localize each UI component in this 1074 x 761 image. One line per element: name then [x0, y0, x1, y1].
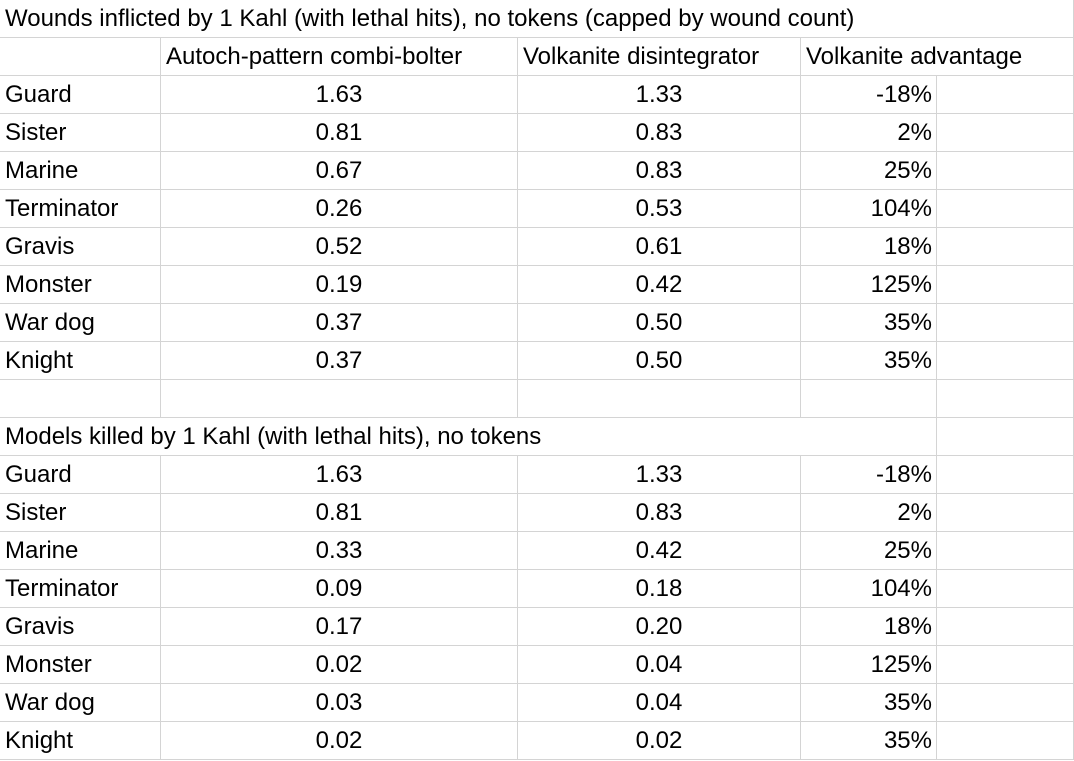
empty-cell[interactable]	[937, 722, 1074, 760]
table2-row-bolter[interactable]: 0.02	[161, 646, 518, 684]
table1-title-cell[interactable]: Wounds inflicted by 1 Kahl (with lethal …	[0, 0, 1074, 38]
empty-cell[interactable]	[937, 228, 1074, 266]
empty-cell[interactable]	[937, 418, 1074, 456]
table2-row-label[interactable]: Sister	[0, 494, 161, 532]
table2-row-advantage[interactable]: 125%	[801, 646, 937, 684]
table1-row-volkanite[interactable]: 1.33	[518, 76, 801, 114]
table2-row-label[interactable]: Monster	[0, 646, 161, 684]
table2-row-bolter[interactable]: 0.03	[161, 684, 518, 722]
table2-row-advantage[interactable]: 104%	[801, 570, 937, 608]
table1-row-volkanite[interactable]: 0.83	[518, 114, 801, 152]
empty-cell[interactable]	[937, 190, 1074, 228]
table2-row-label[interactable]: Knight	[0, 722, 161, 760]
table1-row-advantage[interactable]: 104%	[801, 190, 937, 228]
table2-row-advantage[interactable]: 35%	[801, 684, 937, 722]
empty-cell[interactable]	[937, 684, 1074, 722]
empty-cell[interactable]	[937, 304, 1074, 342]
empty-cell[interactable]	[937, 266, 1074, 304]
table2-row-label[interactable]: Gravis	[0, 608, 161, 646]
table2-row-advantage[interactable]: 2%	[801, 494, 937, 532]
empty-cell[interactable]	[937, 646, 1074, 684]
table1-header-bolter[interactable]: Autoch-pattern combi-bolter	[161, 38, 518, 76]
table2-row-label[interactable]: Guard	[0, 456, 161, 494]
empty-cell[interactable]	[801, 380, 937, 418]
table1-row-volkanite[interactable]: 0.61	[518, 228, 801, 266]
table1-row-label[interactable]: Terminator	[0, 190, 161, 228]
table1-row-label[interactable]: Guard	[0, 76, 161, 114]
table2-row-label[interactable]: Marine	[0, 532, 161, 570]
table2-row-advantage[interactable]: 25%	[801, 532, 937, 570]
table1-row-bolter[interactable]: 0.81	[161, 114, 518, 152]
table2-row-bolter[interactable]: 0.02	[161, 722, 518, 760]
table1-row-bolter[interactable]: 0.37	[161, 304, 518, 342]
table2-row-volkanite[interactable]: 0.42	[518, 532, 801, 570]
table2-row-bolter[interactable]: 0.33	[161, 532, 518, 570]
table1-row-volkanite[interactable]: 0.53	[518, 190, 801, 228]
table1-row-bolter[interactable]: 1.63	[161, 76, 518, 114]
table1-row-advantage[interactable]: 25%	[801, 152, 937, 190]
table1-header-extra[interactable]	[937, 38, 1074, 76]
table1-row-advantage[interactable]: 18%	[801, 228, 937, 266]
table2-row-advantage[interactable]: -18%	[801, 456, 937, 494]
table1-row-bolter[interactable]: 0.37	[161, 342, 518, 380]
table1-row-label[interactable]: Gravis	[0, 228, 161, 266]
table1-row-bolter[interactable]: 0.19	[161, 266, 518, 304]
empty-cell[interactable]	[937, 380, 1074, 418]
table1-row-volkanite[interactable]: 0.83	[518, 152, 801, 190]
table1-header-advantage[interactable]: Volkanite advantage	[801, 38, 1022, 76]
table2-row-volkanite[interactable]: 0.04	[518, 684, 801, 722]
empty-cell[interactable]	[937, 114, 1074, 152]
empty-cell[interactable]	[0, 380, 161, 418]
empty-cell[interactable]	[937, 570, 1074, 608]
table1-row-bolter[interactable]: 0.67	[161, 152, 518, 190]
table1-row-advantage[interactable]: 125%	[801, 266, 937, 304]
table1-row-label[interactable]: Marine	[0, 152, 161, 190]
empty-cell[interactable]	[937, 342, 1074, 380]
table1-header-blank[interactable]	[0, 38, 161, 76]
table2-row-bolter[interactable]: 0.09	[161, 570, 518, 608]
table1-header-volkanite[interactable]: Volkanite disintegrator	[518, 38, 801, 76]
empty-cell[interactable]	[937, 76, 1074, 114]
table2-row-label[interactable]: War dog	[0, 684, 161, 722]
table2-row-volkanite[interactable]: 0.18	[518, 570, 801, 608]
table2-row-volkanite[interactable]: 1.33	[518, 456, 801, 494]
table2-row-advantage[interactable]: 35%	[801, 722, 937, 760]
table2-row-label[interactable]: Terminator	[0, 570, 161, 608]
table1-row-volkanite[interactable]: 0.42	[518, 266, 801, 304]
table2-row-bolter[interactable]: 0.81	[161, 494, 518, 532]
table1-row-advantage[interactable]: 2%	[801, 114, 937, 152]
table2-row-volkanite[interactable]: 0.20	[518, 608, 801, 646]
empty-cell[interactable]	[518, 380, 801, 418]
table1-row-label[interactable]: Monster	[0, 266, 161, 304]
table1-row-label[interactable]: War dog	[0, 304, 161, 342]
table1-row-advantage[interactable]: 35%	[801, 304, 937, 342]
table1-row-volkanite[interactable]: 0.50	[518, 304, 801, 342]
table1-row-label[interactable]: Sister	[0, 114, 161, 152]
table1-row-advantage[interactable]: -18%	[801, 76, 937, 114]
table2-row-volkanite[interactable]: 0.02	[518, 722, 801, 760]
empty-cell[interactable]	[937, 494, 1074, 532]
table2-row-advantage[interactable]: 18%	[801, 608, 937, 646]
empty-cell[interactable]	[161, 380, 518, 418]
table1-row-bolter[interactable]: 0.26	[161, 190, 518, 228]
table1-row-label[interactable]: Knight	[0, 342, 161, 380]
empty-cell[interactable]	[937, 152, 1074, 190]
table2-row-bolter[interactable]: 1.63	[161, 456, 518, 494]
empty-cell[interactable]	[937, 456, 1074, 494]
table1-row-volkanite[interactable]: 0.50	[518, 342, 801, 380]
empty-cell[interactable]	[937, 608, 1074, 646]
empty-cell[interactable]	[937, 532, 1074, 570]
table2-row-volkanite[interactable]: 0.83	[518, 494, 801, 532]
table2-row-volkanite[interactable]: 0.04	[518, 646, 801, 684]
table1-row-advantage[interactable]: 35%	[801, 342, 937, 380]
table2-row-bolter[interactable]: 0.17	[161, 608, 518, 646]
table2-title-cell[interactable]: Models killed by 1 Kahl (with lethal hit…	[0, 418, 937, 456]
table1-row-bolter[interactable]: 0.52	[161, 228, 518, 266]
